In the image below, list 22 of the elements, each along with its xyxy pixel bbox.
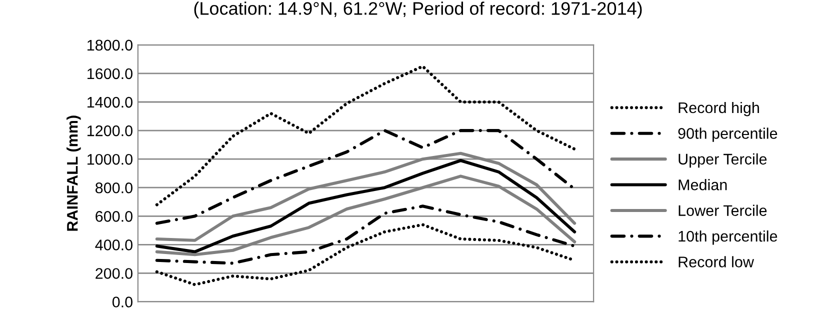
y-tick-label: 1800.0 — [88, 40, 132, 51]
legend-label: 10th percentile — [678, 230, 778, 245]
y-tick-label: 400.0 — [95, 240, 132, 250]
y-tick-label: 1400.0 — [88, 96, 132, 108]
legend-label: Upper Tercile — [678, 153, 767, 168]
legend-label: 90th percentile — [678, 128, 778, 142]
line-series — [155, 158, 576, 254]
y-tick-label: 800.0 — [96, 182, 132, 194]
legend-label: Record low — [678, 256, 754, 268]
legend-label: Record high — [678, 102, 759, 116]
line-series — [155, 204, 576, 265]
y-axis-title: RAINFALL (mm) — [66, 116, 81, 231]
legend-label: Median — [678, 179, 727, 190]
y-tick-label: 0.0 — [112, 296, 132, 308]
legend-label: Lower Tercile — [678, 204, 767, 216]
y-tick-label: 1000.0 — [88, 154, 132, 165]
y-tick-label: 1600.0 — [88, 68, 132, 80]
chart-title: (Location: 14.9°N, 61.2°W; Period of record: 1971-2014) — [194, 2, 642, 18]
line-series — [155, 64, 576, 206]
y-tick-label: 600.0 — [96, 211, 132, 222]
y-tick-label: 200.0 — [96, 268, 132, 279]
y-tick-label: 1200.0 — [88, 125, 132, 136]
